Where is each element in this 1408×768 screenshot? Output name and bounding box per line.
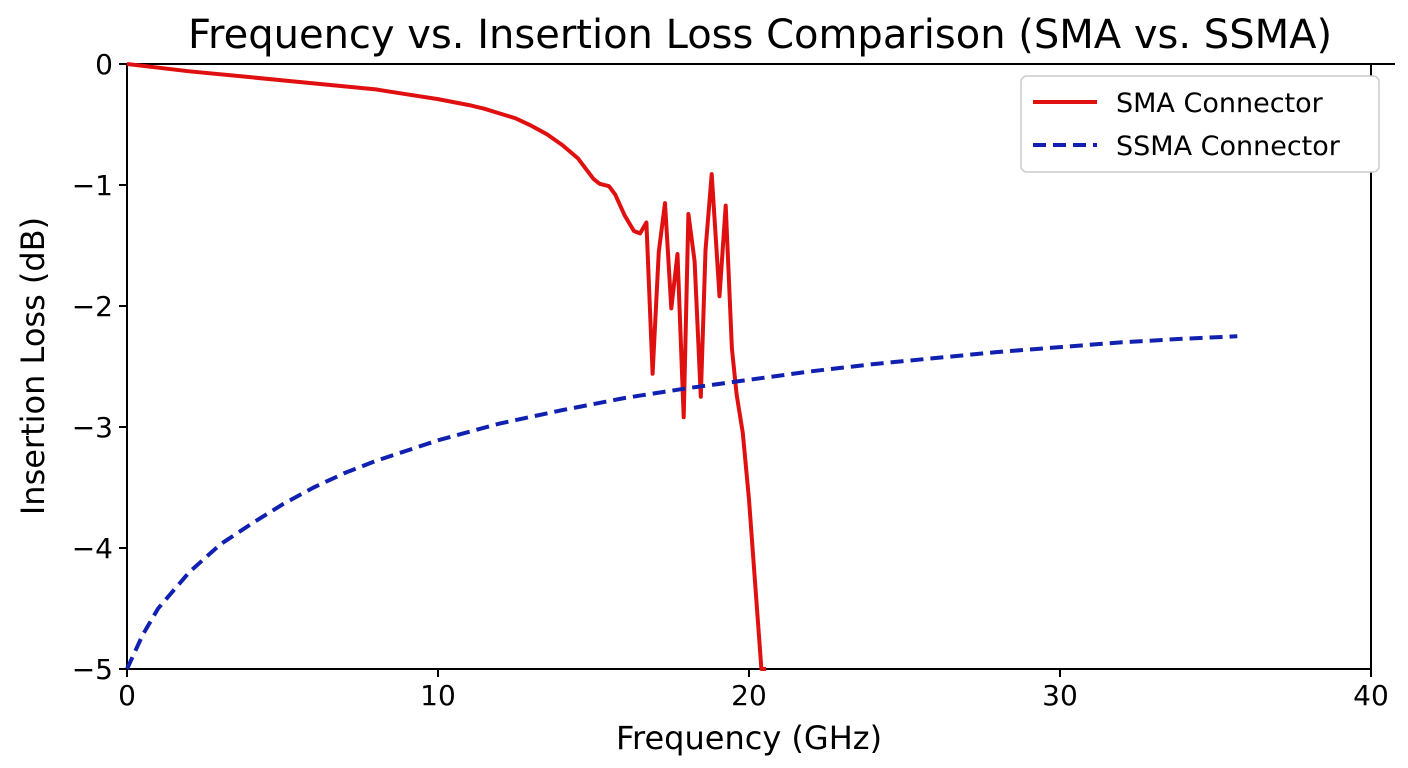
legend-frame (1020, 75, 1380, 173)
chart-title: Frequency vs. Insertion Loss Comparison … (188, 12, 1332, 58)
sma-connector-line (126, 62, 767, 671)
y-tick-label: −4 (72, 532, 113, 565)
ssma-connector-line (125, 334, 1238, 670)
y-tick-label: −5 (72, 653, 113, 686)
y-tick-label: −1 (72, 169, 113, 202)
x-tick-label: 10 (420, 679, 456, 712)
x-tick-label: 0 (118, 679, 136, 712)
x-tick-label: 30 (1042, 679, 1078, 712)
y-tick-label: 0 (95, 48, 113, 81)
x-tick-label: 20 (731, 679, 767, 712)
x-tick-label: 40 (1353, 679, 1389, 712)
x-axis-ticks: 0 10 20 30 40 (118, 669, 1389, 712)
y-axis-ticks: 0 −1 −2 −3 −4 −5 (72, 48, 127, 686)
y-tick-label: −2 (72, 290, 113, 323)
x-axis-label: Frequency (GHz) (616, 719, 882, 757)
legend: SMA Connector SSMA Connector (1020, 75, 1380, 173)
legend-label-sma: SMA Connector (1116, 88, 1324, 119)
y-axis-label: Insertion Loss (dB) (14, 217, 52, 515)
legend-label-ssma: SSMA Connector (1116, 131, 1341, 162)
y-tick-label: −3 (72, 411, 113, 444)
series-layer (125, 62, 1238, 671)
